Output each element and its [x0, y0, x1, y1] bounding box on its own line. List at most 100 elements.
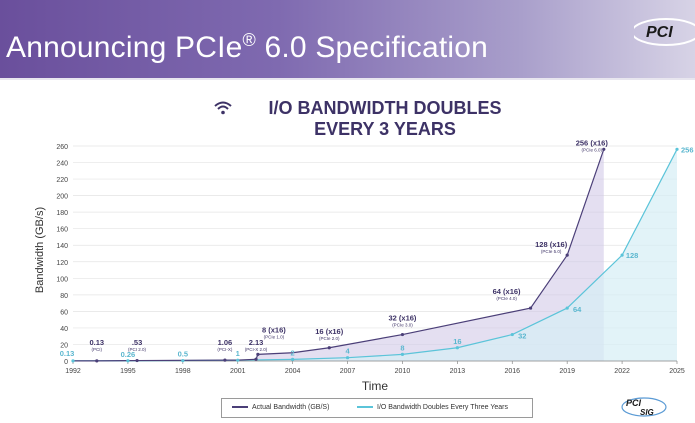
doubling-point	[620, 253, 624, 257]
actual-value-label: 2.13	[249, 338, 264, 347]
actual-value-label: 256 (x16)	[576, 138, 609, 147]
actual-point	[602, 147, 606, 151]
doubling-point	[71, 359, 75, 363]
doubling-value-label: 32	[518, 332, 526, 341]
actual-point	[223, 358, 227, 362]
legend-item-doubling: I/O Bandwidth Doubles Every Three Years	[357, 404, 508, 411]
svg-text:SIG: SIG	[640, 408, 654, 417]
svg-text:PCI: PCI	[646, 24, 673, 41]
series-points	[71, 147, 679, 363]
banner-divider	[0, 78, 695, 80]
doubling-point	[510, 332, 514, 337]
pci-logo-icon: PCI	[634, 18, 695, 46]
y-tick-label: 120	[56, 260, 68, 267]
y-tick-label: 80	[60, 293, 68, 300]
svg-text:PCI: PCI	[626, 398, 642, 408]
x-tick-label: 2013	[450, 368, 466, 375]
y-tick-label: 200	[56, 194, 68, 201]
actual-point	[95, 359, 99, 363]
actual-sub-label: (PCI-X 2.0)	[245, 347, 268, 352]
actual-point	[327, 346, 331, 350]
actual-value-label: .53	[132, 338, 142, 347]
doubling-value-label: 2	[291, 348, 295, 357]
y-tick-label: 180	[56, 210, 68, 217]
chart-title-line-2: EVERY 3 YEARS	[314, 119, 456, 139]
y-tick-label: 240	[56, 161, 68, 168]
x-tick-label: 1998	[175, 368, 191, 375]
legend-swatch-actual	[232, 406, 248, 409]
doubling-value-label: 64	[573, 305, 582, 314]
doubling-value-label: 8	[400, 343, 404, 352]
wifi-icon	[214, 101, 232, 115]
actual-sub-label: (PCI 2.0)	[128, 347, 147, 352]
pci-sig-logo-icon: PCI SIG	[621, 397, 667, 417]
y-tick-label: 140	[56, 243, 68, 250]
legend: Actual Bandwidth (GB/S) I/O Bandwidth Do…	[221, 398, 533, 418]
x-tick-label: 2001	[230, 368, 246, 375]
doubling-point	[455, 346, 459, 350]
actual-sub-label: (PCIe 6.0)	[582, 147, 603, 152]
actual-value-label: 0.13	[89, 338, 104, 347]
y-tick-label: 20	[60, 342, 68, 349]
actual-sub-label: (PCI)	[92, 347, 103, 352]
y-tick-label: 0	[64, 359, 68, 366]
x-tick-label: 2025	[669, 368, 685, 375]
actual-sub-label: (PCIe 5.0)	[541, 249, 562, 254]
series-areas	[73, 149, 677, 361]
y-tick-label: 160	[56, 227, 68, 234]
legend-label-actual: Actual Bandwidth (GB/S)	[252, 404, 330, 411]
actual-point	[565, 253, 569, 257]
y-tick-label: 100	[56, 276, 68, 283]
doubling-point	[291, 357, 295, 361]
doubling-point	[236, 358, 240, 362]
doubling-area	[73, 149, 677, 361]
doubling-value-label: 0.13	[60, 349, 75, 358]
legend-label-doubling: I/O Bandwidth Doubles Every Three Years	[377, 404, 509, 411]
actual-point	[528, 306, 533, 310]
legend-item-actual: Actual Bandwidth (GB/S)	[232, 404, 329, 411]
doubling-value-label: 16	[453, 337, 461, 346]
data-labels: 0.13(PCI).53(PCI 2.0)1.06(PCI-X)2.13(PCI…	[60, 138, 694, 358]
actual-value-label: 64 (x16)	[493, 287, 521, 296]
chart-title: I/O BANDWIDTH DOUBLES EVERY 3 YEARS	[214, 98, 550, 140]
y-tick-label: 260	[56, 144, 68, 151]
x-tick-label: 2004	[285, 368, 301, 375]
actual-point	[135, 358, 139, 363]
actual-sub-label: (PCIe 1.0)	[264, 334, 285, 339]
y-tick-label: 60	[60, 309, 68, 316]
chart-title-line-1: I/O BANDWIDTH DOUBLES	[268, 98, 502, 118]
y-tick-label: 40	[60, 326, 68, 333]
actual-value-label: 128 (x16)	[535, 240, 568, 249]
actual-sub-label: (PCI-X)	[217, 347, 233, 352]
doubling-value-label: 0.5	[178, 350, 188, 359]
actual-point	[400, 332, 405, 337]
doubling-value-label: 0.26	[121, 350, 136, 359]
actual-value-label: 32 (x16)	[388, 314, 416, 323]
doubling-point	[345, 356, 350, 360]
x-tick-label: 1995	[120, 368, 136, 375]
doubling-value-label: 1	[236, 349, 240, 358]
x-tick-label: 2019	[559, 368, 575, 375]
x-tick-label: 2016	[504, 368, 520, 375]
x-tick-label: 2022	[614, 368, 630, 375]
doubling-value-label: 128	[626, 251, 639, 260]
actual-value-label: 16 (x16)	[315, 327, 343, 336]
slide-title: Announcing PCIe® 6.0 Specification	[6, 30, 489, 64]
doubling-point	[126, 359, 130, 363]
actual-value-label: 1.06	[218, 338, 233, 347]
actual-point	[254, 357, 258, 361]
doubling-point	[565, 306, 569, 310]
actual-sub-label: (PCIe 3.0)	[392, 323, 413, 328]
x-axis-label: Time	[362, 379, 389, 393]
y-axis-label: Bandwidth (GB/s)	[34, 207, 46, 293]
doubling-point	[675, 147, 679, 151]
actual-point	[256, 352, 260, 356]
actual-sub-label: (PCIe 2.0)	[319, 336, 340, 341]
doubling-value-label: 256	[681, 145, 694, 154]
doubling-point	[181, 358, 185, 363]
title-banner: Announcing PCIe® 6.0 Specification PCI	[0, 0, 695, 78]
y-tick-label: 220	[56, 177, 68, 184]
x-tick-label: 2007	[340, 368, 356, 375]
axes: 0 20 40 60 80 100 120 140 160 180 200 220 240 260 1992…	[56, 144, 685, 375]
doubling-value-label: 4	[345, 347, 350, 356]
